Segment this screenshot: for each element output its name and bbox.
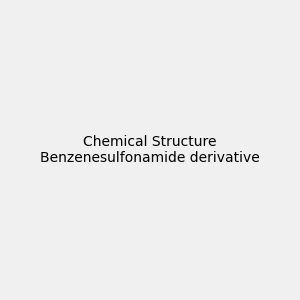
Text: Chemical Structure
Benzenesulfonamide derivative: Chemical Structure Benzenesulfonamide de… [40,135,260,165]
